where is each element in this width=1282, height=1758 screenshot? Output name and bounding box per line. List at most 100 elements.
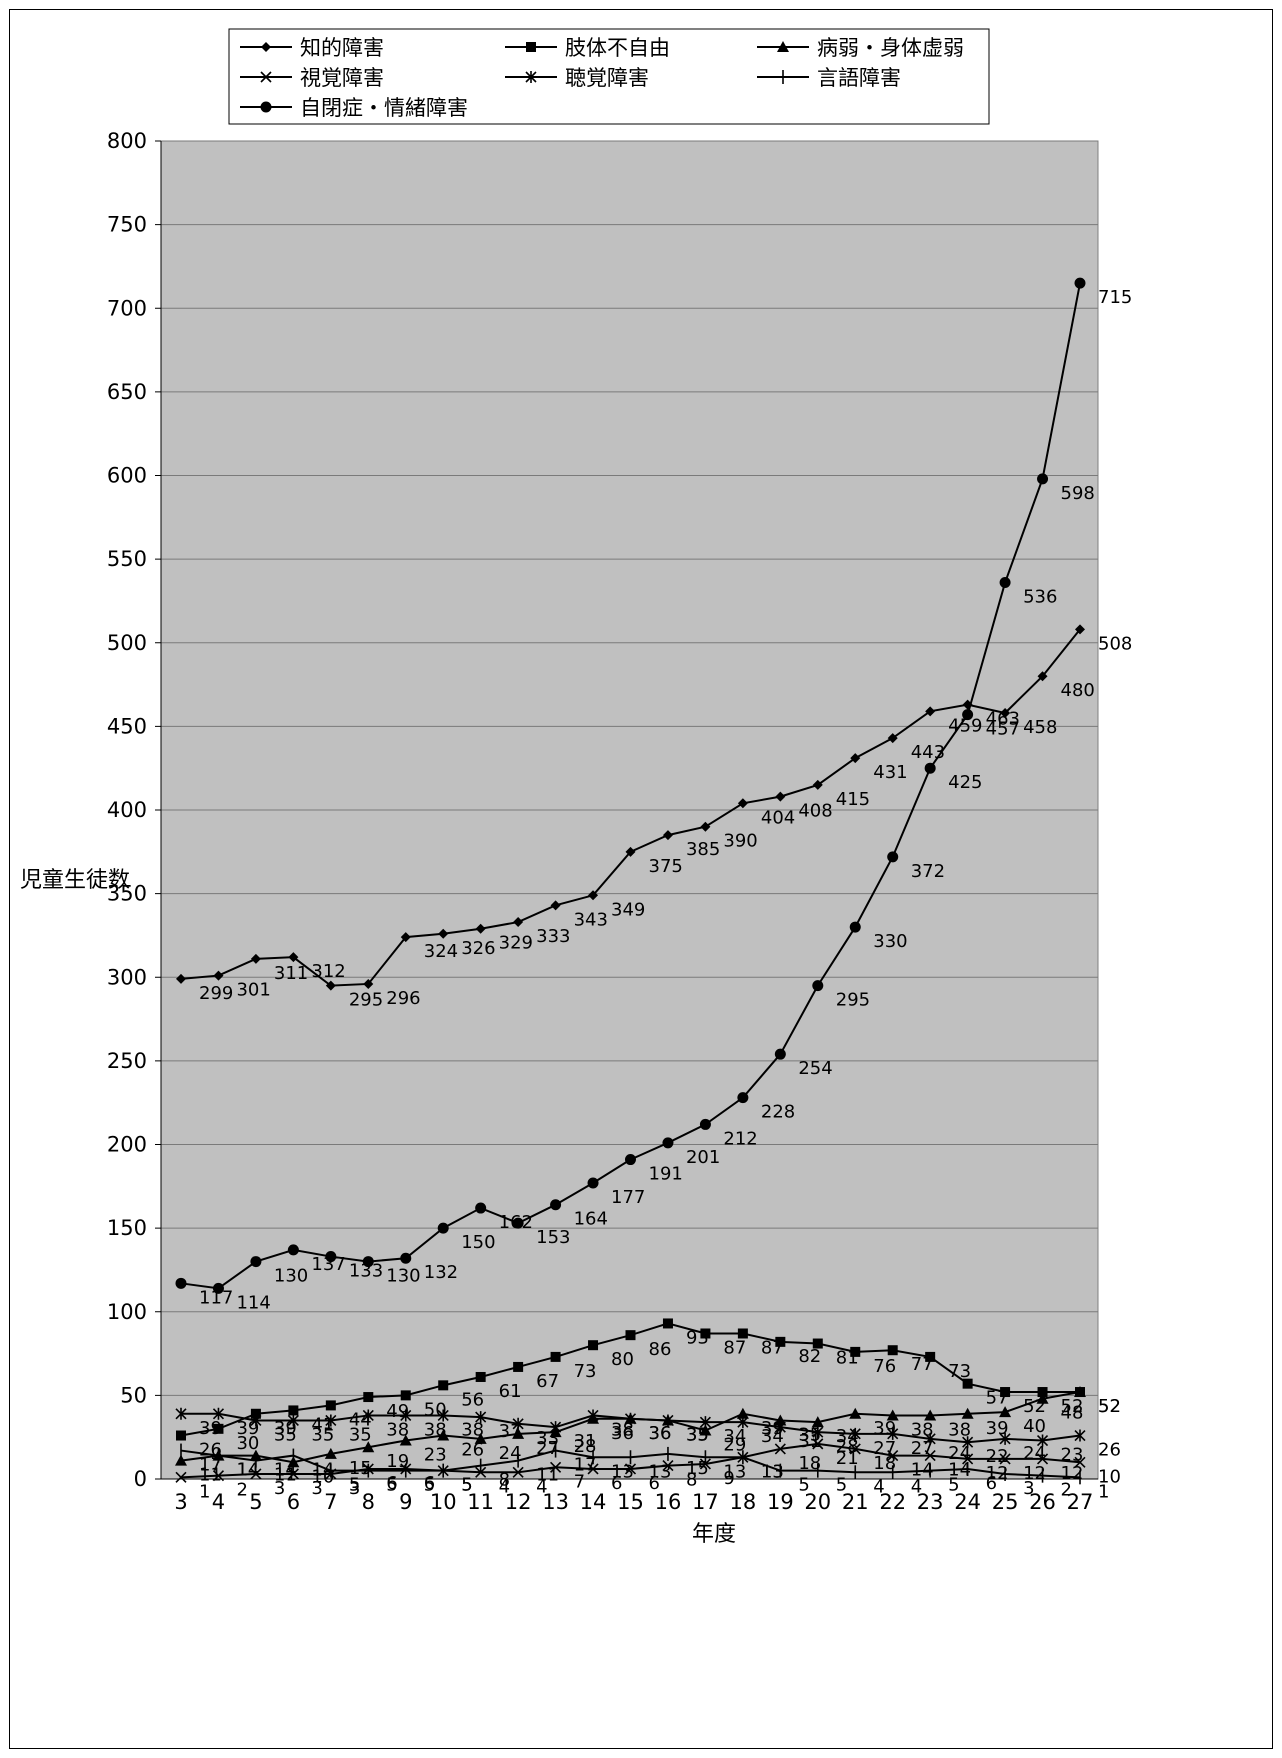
data-label: 11: [274, 1465, 297, 1486]
data-point: [625, 846, 636, 857]
data-label: 39: [761, 1418, 784, 1439]
x-tick-label: 25: [992, 1490, 1019, 1514]
data-label: 228: [761, 1102, 795, 1123]
data-point: [212, 1470, 225, 1482]
data-label: 408: [798, 801, 832, 822]
data-point: [961, 1407, 974, 1419]
data-point: [550, 1461, 562, 1473]
data-label: 14: [311, 1460, 334, 1481]
y-tick-label: 200: [107, 1133, 147, 1157]
x-tick-label: 14: [580, 1490, 607, 1514]
legend-item: 視覚障害: [240, 66, 384, 90]
data-label: 425: [948, 772, 982, 793]
data-point: [325, 1251, 337, 1263]
data-label: 52: [1098, 1396, 1121, 1417]
data-point: [363, 978, 374, 989]
data-label: 52: [1061, 1396, 1084, 1417]
data-point: [924, 1450, 936, 1462]
data-point: [625, 1154, 636, 1166]
data-point: [475, 1371, 486, 1382]
data-point: [362, 1409, 374, 1422]
x-tick-label: 9: [399, 1490, 412, 1514]
data-label: 201: [686, 1147, 720, 1168]
data-label: 82: [798, 1346, 821, 1367]
data-point: [849, 921, 861, 933]
data-point: [887, 851, 899, 863]
y-tick-label: 500: [107, 631, 147, 655]
data-label: 17: [574, 1455, 597, 1476]
data-point: [325, 1400, 336, 1411]
data-point: [287, 1244, 299, 1256]
data-point: [925, 1351, 936, 1362]
x-tick-label: 20: [804, 1490, 831, 1514]
legend-label: 肢体不自由: [565, 36, 670, 60]
series-lines: [175, 277, 1086, 1485]
data-label: 5: [424, 1475, 435, 1496]
data-point: [1037, 473, 1049, 485]
data-label: 6: [386, 1473, 397, 1494]
data-label: 38: [424, 1419, 447, 1440]
data-point: [250, 1408, 261, 1419]
data-label: 480: [1061, 680, 1095, 701]
data-point: [699, 1424, 712, 1436]
data-label: 715: [1098, 287, 1132, 308]
data-label: 324: [424, 941, 458, 962]
data-point: [212, 1282, 224, 1294]
data-label: 40: [1023, 1416, 1046, 1437]
data-label: 33: [536, 1428, 559, 1449]
data-point: [175, 1407, 187, 1420]
data-label: 330: [873, 931, 907, 952]
data-label: 12: [986, 1463, 1009, 1484]
data-label: 52: [1098, 1396, 1121, 1417]
data-point: [662, 1414, 674, 1427]
data-point: [812, 1426, 824, 1439]
series-6: [180, 1443, 1081, 1485]
data-label: 31: [574, 1431, 597, 1452]
data-label: 8: [686, 1470, 697, 1491]
data-point: [213, 970, 224, 981]
data-label: 114: [236, 1292, 270, 1313]
x-tick-label: 21: [842, 1490, 869, 1514]
data-label: 153: [536, 1227, 570, 1248]
legend-marker: [260, 71, 272, 83]
data-label: 343: [574, 909, 608, 930]
data-point: [1037, 1387, 1048, 1398]
data-label: 77: [911, 1354, 934, 1375]
data-label: 27: [873, 1438, 896, 1459]
data-point: [850, 753, 861, 764]
data-label: 24: [1023, 1443, 1046, 1464]
legend-marker: [526, 42, 536, 52]
data-point: [176, 1430, 186, 1441]
data-point: [699, 1416, 711, 1429]
data-label: 12: [1023, 1463, 1046, 1484]
data-point: [437, 1429, 450, 1441]
x-tick-label: 13: [542, 1490, 569, 1514]
data-label: 2: [1061, 1480, 1072, 1501]
data-label: 14: [236, 1460, 259, 1481]
data-point: [699, 1118, 711, 1130]
data-label: 26: [1098, 1440, 1121, 1461]
data-label: 41: [311, 1414, 334, 1435]
data-label: 10: [1098, 1466, 1121, 1487]
data-point: [1000, 707, 1011, 718]
data-label: 39: [199, 1418, 222, 1439]
data-point: [887, 1450, 899, 1462]
data-label: 13: [761, 1461, 784, 1482]
data-label: 38: [948, 1419, 971, 1440]
data-label: 457: [986, 719, 1020, 740]
chart-frame: [9, 9, 1273, 1749]
data-label: 56: [461, 1389, 484, 1410]
data-label: 598: [1061, 483, 1095, 504]
legend-item: 自閉症・情緒障害: [240, 96, 468, 120]
data-label: 87: [723, 1337, 746, 1358]
data-label: 117: [199, 1287, 233, 1308]
y-axis-title: 児童生徒数: [20, 868, 130, 893]
y-tick-label: 650: [107, 380, 147, 404]
data-point: [1036, 1392, 1049, 1404]
data-label: 7: [574, 1471, 585, 1492]
series-1: [176, 624, 1085, 991]
data-label: 86: [649, 1339, 672, 1360]
data-label: 50: [424, 1399, 447, 1420]
x-axis: 3 4 5 6 7 8 9 10 11 12 13 14 15 16 17 18 19 20 21 22 23 24 25 2…: [161, 1478, 1098, 1514]
data-point: [662, 1137, 674, 1149]
